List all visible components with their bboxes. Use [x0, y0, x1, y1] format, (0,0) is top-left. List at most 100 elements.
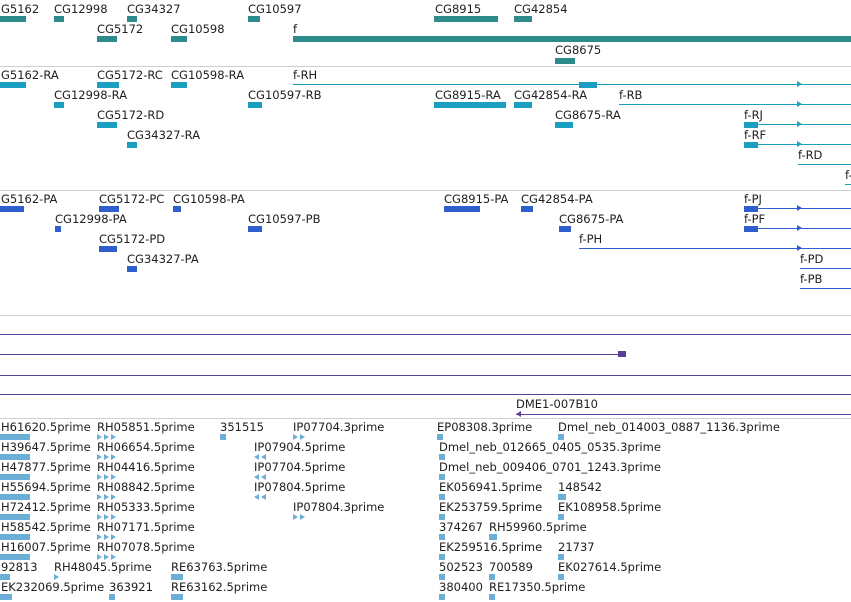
feature-label[interactable]: EK253759.5prime — [439, 500, 543, 514]
feature-label[interactable]: RE63162.5prime — [171, 580, 268, 594]
feature-block[interactable] — [439, 574, 445, 580]
feature-line[interactable] — [579, 248, 851, 249]
feature-line[interactable] — [800, 268, 851, 269]
feature-block[interactable] — [55, 226, 61, 232]
feature-label[interactable]: f-PB — [800, 272, 823, 286]
feature-label[interactable]: H47877.5prime — [1, 460, 91, 474]
feature-label[interactable]: 351515 — [220, 420, 264, 434]
feature-label[interactable]: CG34327 — [127, 2, 181, 16]
feature-line[interactable] — [0, 334, 851, 335]
feature-block[interactable] — [744, 206, 758, 212]
feature-block[interactable] — [558, 574, 564, 580]
feature-label[interactable]: f-RH — [293, 68, 318, 82]
feature-block[interactable] — [0, 474, 30, 480]
feature-block[interactable] — [489, 534, 497, 540]
feature-label[interactable]: f-RJ — [744, 108, 763, 122]
feature-block[interactable] — [127, 16, 137, 22]
feature-label[interactable]: CG10597-PB — [248, 212, 321, 226]
feature-label[interactable]: CG12998 — [54, 2, 108, 16]
feature-block[interactable] — [439, 494, 445, 500]
feature-label[interactable]: f-PJ — [744, 192, 762, 206]
feature-label[interactable]: 92813 — [1, 560, 38, 574]
feature-label[interactable]: G5162-PA — [1, 192, 58, 206]
feature-block[interactable] — [434, 16, 498, 22]
feature-label[interactable]: 380400 — [439, 580, 483, 594]
feature-block[interactable] — [0, 82, 26, 88]
feature-block[interactable] — [439, 534, 445, 540]
feature-label[interactable]: RE63763.5prime — [171, 560, 268, 574]
feature-block[interactable] — [439, 554, 445, 560]
feature-label[interactable]: CG8675 — [555, 43, 602, 57]
feature-block[interactable] — [97, 36, 117, 42]
feature-line[interactable] — [0, 394, 851, 395]
feature-block[interactable] — [0, 514, 30, 520]
feature-block[interactable] — [558, 434, 564, 440]
feature-label[interactable]: 148542 — [558, 480, 602, 494]
feature-label[interactable]: 502523 — [439, 560, 483, 574]
feature-block[interactable] — [439, 594, 445, 600]
feature-label[interactable]: Dmel_neb_012665_0405_0535.3prime — [439, 440, 661, 454]
feature-label[interactable]: f-PF — [744, 212, 766, 226]
feature-label[interactable]: 700589 — [489, 560, 533, 574]
feature-label[interactable]: CG12998-PA — [55, 212, 127, 226]
feature-block[interactable] — [127, 266, 137, 272]
feature-label[interactable]: CG8915 — [435, 2, 482, 16]
feature-block[interactable] — [171, 82, 187, 88]
feature-line[interactable] — [800, 288, 851, 289]
feature-block[interactable] — [127, 142, 137, 148]
feature-label[interactable]: CG8675-RA — [555, 108, 621, 122]
feature-block[interactable] — [489, 594, 495, 600]
feature-label[interactable]: CG42854 — [514, 2, 568, 16]
feature-label[interactable]: G5162 — [1, 2, 40, 16]
feature-label[interactable]: CG10598-PA — [173, 192, 245, 206]
feature-block[interactable] — [0, 494, 30, 500]
feature-label[interactable]: f-RB — [619, 88, 643, 102]
feature-label[interactable]: 363921 — [109, 580, 153, 594]
feature-block[interactable] — [171, 594, 183, 600]
feature-block[interactable] — [555, 58, 575, 64]
feature-block[interactable] — [0, 554, 30, 560]
feature-label[interactable]: H16007.5prime — [1, 540, 91, 554]
feature-label[interactable]: Dmel_neb_014003_0887_1136.3prime — [558, 420, 780, 434]
match-end-block[interactable] — [618, 351, 626, 357]
feature-label[interactable]: IP07704.5prime — [254, 460, 346, 474]
feature-block[interactable] — [555, 122, 573, 128]
feature-block[interactable] — [0, 534, 30, 540]
feature-label[interactable]: CG10597 — [248, 2, 302, 16]
feature-label[interactable]: RH05851.5prime — [97, 420, 195, 434]
feature-label[interactable]: CG42854-PA — [521, 192, 593, 206]
feature-label[interactable]: CG12998-RA — [54, 88, 128, 102]
feature-block[interactable] — [220, 434, 226, 440]
feature-label[interactable]: EK108958.5prime — [558, 500, 662, 514]
feature-block[interactable] — [744, 122, 758, 128]
feature-label[interactable]: RH48045.5prime — [54, 560, 152, 574]
feature-line[interactable] — [516, 414, 851, 415]
feature-label[interactable]: IP07704.3prime — [293, 420, 385, 434]
feature-label[interactable]: RH05333.5prime — [97, 500, 195, 514]
feature-block[interactable] — [0, 454, 30, 460]
feature-label[interactable]: CG10598 — [171, 22, 225, 36]
feature-label[interactable]: CG42854-RA — [514, 88, 588, 102]
feature-block[interactable] — [558, 554, 564, 560]
feature-block[interactable] — [558, 494, 566, 500]
feature-label[interactable]: Dmel_neb_009406_0701_1243.3prime — [439, 460, 661, 474]
feature-label[interactable]: f-PD — [800, 252, 824, 266]
feature-block[interactable] — [439, 454, 445, 460]
feature-line[interactable] — [619, 104, 851, 105]
feature-label[interactable]: f- — [845, 168, 851, 182]
feature-label[interactable]: CG10598-RA — [171, 68, 245, 82]
feature-label[interactable]: EP08308.3prime — [437, 420, 533, 434]
feature-block[interactable] — [514, 16, 532, 22]
feature-label[interactable]: f-RF — [744, 128, 767, 142]
feature-block[interactable] — [171, 574, 183, 580]
feature-block[interactable] — [521, 206, 533, 212]
feature-label[interactable]: 374267 — [439, 520, 483, 534]
feature-label[interactable]: EK056941.5prime — [439, 480, 543, 494]
feature-label[interactable]: CG5172-PC — [99, 192, 165, 206]
feature-label[interactable]: CG8915-RA — [435, 88, 501, 102]
feature-label[interactable]: RH59960.5prime — [489, 520, 587, 534]
feature-label[interactable]: CG5172 — [97, 22, 144, 36]
feature-label[interactable]: RH04416.5prime — [97, 460, 195, 474]
feature-label[interactable]: H39647.5prime — [1, 440, 91, 454]
feature-block[interactable] — [0, 594, 12, 600]
